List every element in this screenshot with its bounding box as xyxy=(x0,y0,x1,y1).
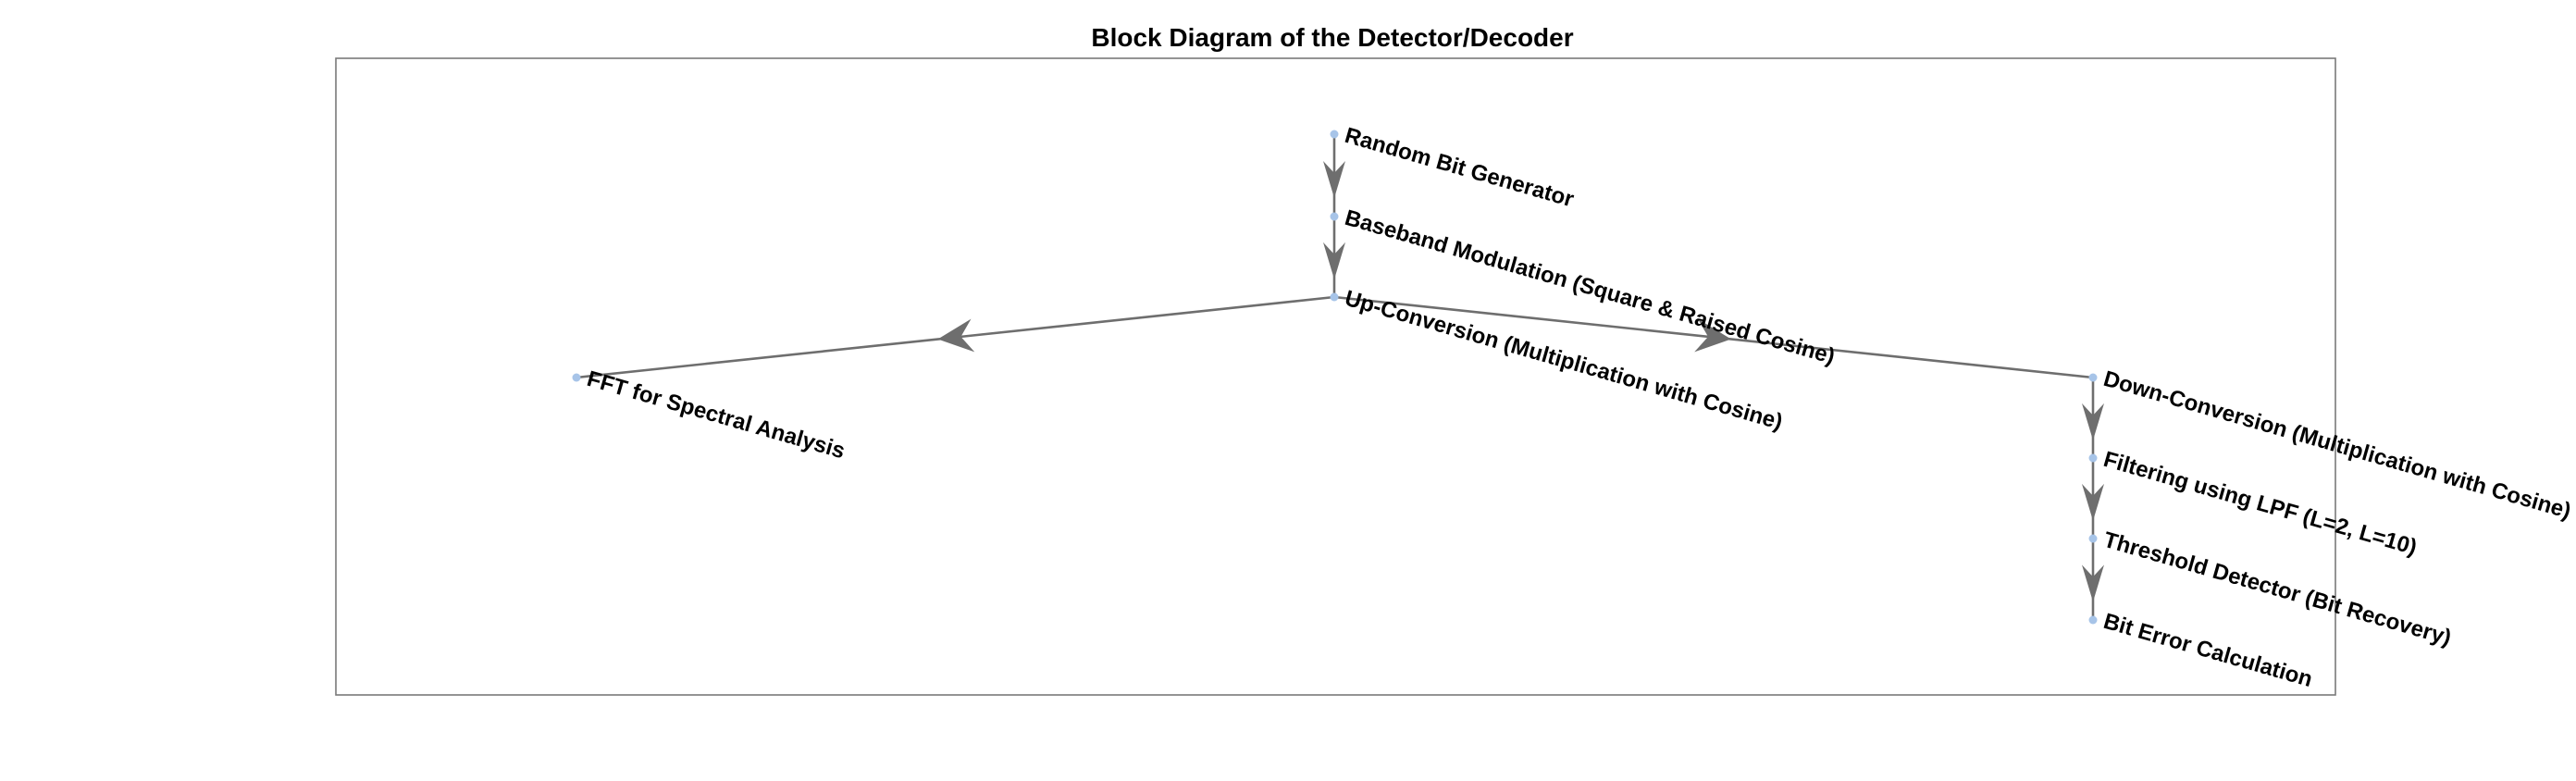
arrowhead-up-conversion-to-fft xyxy=(937,318,975,353)
node-marker-down-conversion xyxy=(2088,373,2098,382)
arrowhead-random-bit-generator-to-baseband-modulation xyxy=(1323,160,1345,198)
edges-layer xyxy=(576,134,2104,620)
arrowhead-filtering-to-threshold-detector xyxy=(2082,483,2104,521)
diagram-title: Block Diagram of the Detector/Decoder xyxy=(1091,23,1573,52)
node-marker-bit-error xyxy=(2088,615,2098,625)
arrowhead-threshold-detector-to-bit-error xyxy=(2082,564,2104,602)
axes-box xyxy=(335,57,2336,696)
node-marker-baseband-modulation xyxy=(1330,212,1339,221)
arrowhead-down-conversion-to-filtering xyxy=(2082,403,2104,440)
arrowhead-baseband-modulation-to-up-conversion xyxy=(1323,242,1345,279)
node-marker-fft xyxy=(572,373,581,382)
node-marker-up-conversion xyxy=(1330,292,1339,302)
node-marker-random-bit-generator xyxy=(1330,130,1339,139)
arrowhead-up-conversion-to-down-conversion xyxy=(1694,318,1731,353)
node-marker-filtering xyxy=(2088,453,2098,463)
node-marker-threshold-detector xyxy=(2088,534,2098,543)
